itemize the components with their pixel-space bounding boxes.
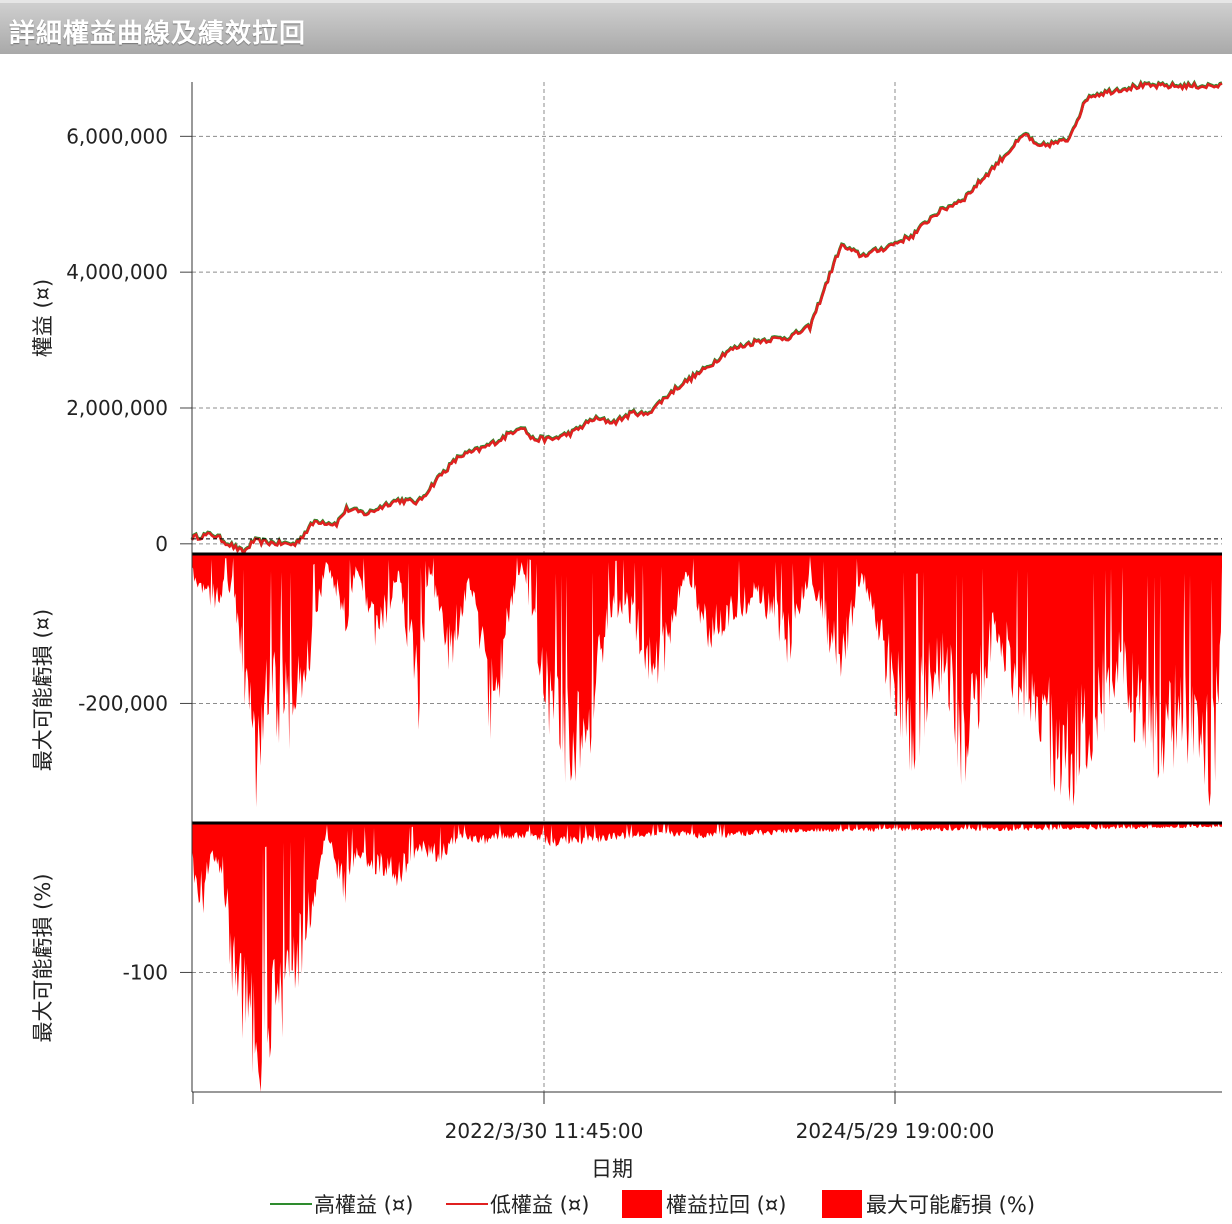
legend-label-drawdown: 權益拉回 (¤) [666,1193,787,1217]
x-tick-label: 2022/3/30 11:45:00 [445,1119,644,1143]
legend-swatch-high-equity [270,1203,312,1205]
low-equity-line [190,80,1223,558]
legend-swatch-drawdown [622,1190,662,1218]
window-titlebar: 詳細權益曲線及績效拉回 [0,0,1232,54]
window-title: 詳細權益曲線及績效拉回 [9,19,307,49]
legend-label-max-loss-pct: 最大可能虧損 (%) [866,1193,1036,1217]
y-axis-label: 權益 (¤) [31,279,55,357]
equity-drawdown-chart: 6,000,000 4,000,000 2,000,000 0 權益 (¤) -200,0… [31,79,1223,1181]
high-equity-line [190,79,1223,557]
y-tick-label: -200,000 [78,691,168,715]
legend-item-drawdown: 權益拉回 (¤) [622,1186,786,1222]
chart-legend: 高權益 (¤) 低權益 (¤) 權益拉回 (¤) 最大可能虧損 (%) [0,1186,1232,1222]
y-tick-label: 6,000,000 [66,124,168,148]
y-tick-label: 2,000,000 [66,396,168,420]
legend-swatch-low-equity [446,1203,488,1205]
y-axis-label: 最大可能虧損 (¤) [31,609,55,771]
legend-item-max-loss-pct: 最大可能虧損 (%) [822,1186,1035,1222]
max-loss-pct-area [192,823,1222,1092]
legend-item-low-equity: 低權益 (¤) [446,1186,589,1222]
y-tick-label: -100 [123,960,168,984]
y-tick-label: 0 [155,532,168,556]
legend-label-high-equity: 高權益 (¤) [314,1193,414,1217]
legend-item-high-equity: 高權益 (¤) [270,1186,413,1222]
drawdown-area [192,554,1222,808]
x-tick-label: 2024/5/29 19:00:00 [796,1119,995,1143]
y-tick-label: 4,000,000 [66,260,168,284]
legend-swatch-max-loss-pct [822,1190,862,1218]
y-axis-label: 最大可能虧損 (%) [31,873,55,1042]
x-axis-label: 日期 [591,1157,633,1181]
legend-label-low-equity: 低權益 (¤) [490,1193,590,1217]
